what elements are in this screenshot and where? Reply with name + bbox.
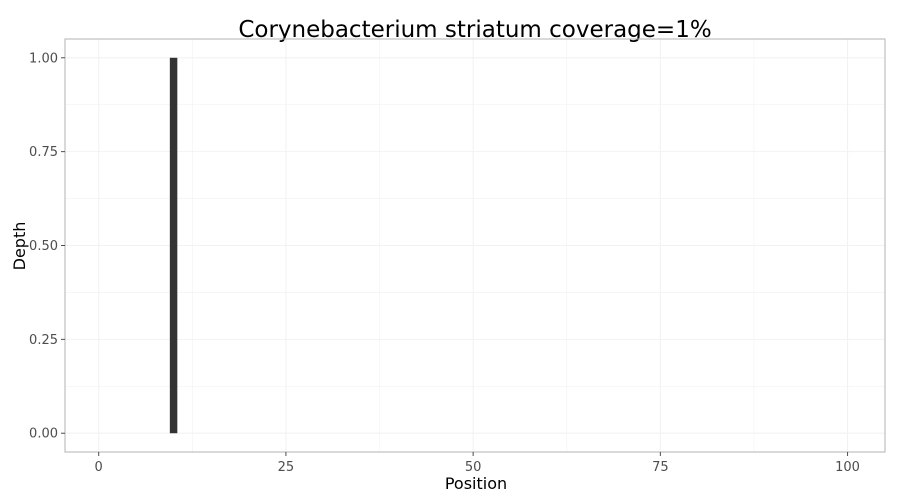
x-axis: 0 25 50 75 100: [95, 452, 860, 475]
y-axis: 0.00 0.25 0.50 0.75 1.00: [29, 51, 65, 442]
x-tick-label: 50: [465, 460, 482, 475]
y-tick-label: 0.75: [29, 145, 58, 160]
y-axis-title: Depth: [10, 222, 29, 271]
x-tick-label: 75: [652, 460, 669, 475]
x-tick-label: 100: [835, 460, 860, 475]
grid-layer: [65, 39, 885, 452]
coverage-bar: [169, 57, 178, 434]
y-tick-label: 0.25: [29, 333, 58, 348]
y-tick-label: 1.00: [29, 51, 58, 66]
y-tick-label: 0.00: [29, 427, 58, 442]
y-tick-label: 0.50: [29, 239, 58, 254]
x-tick-label: 0: [95, 460, 103, 475]
x-tick-label: 25: [278, 460, 295, 475]
x-axis-title: Position: [445, 474, 507, 493]
bar-layer: [169, 57, 178, 434]
